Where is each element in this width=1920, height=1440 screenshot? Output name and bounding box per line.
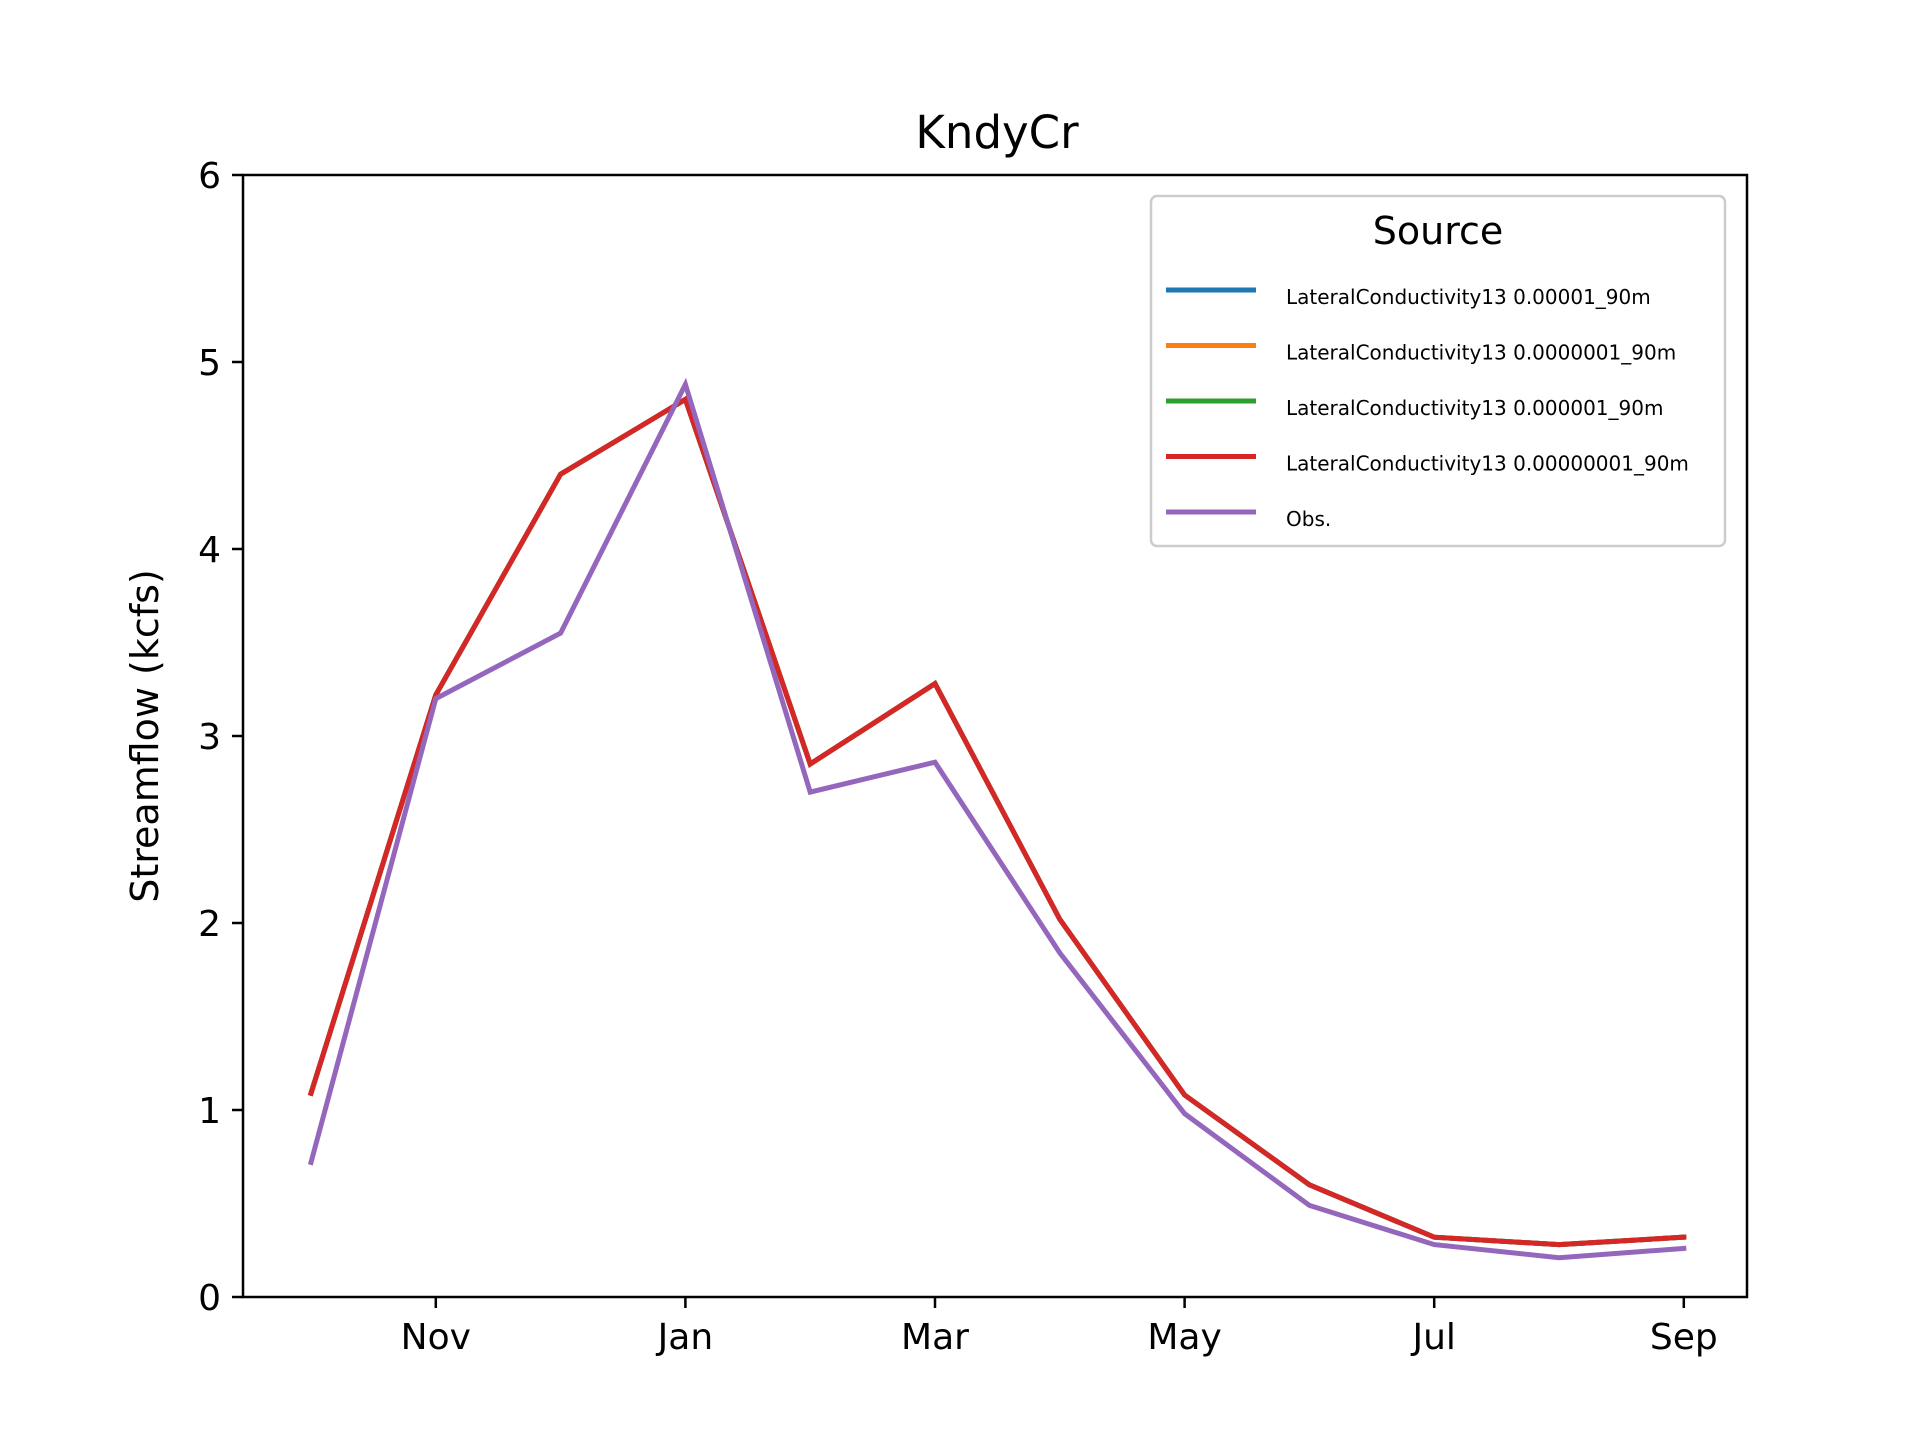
- y-tick-label: 4: [198, 530, 221, 571]
- y-axis: 0 1 2 3 4 5 6: [198, 156, 243, 1319]
- legend-label: LateralConductivity13 0.00000001_90m: [1286, 452, 1689, 476]
- y-tick-label: 6: [198, 156, 221, 197]
- x-tick-label: Mar: [901, 1317, 969, 1358]
- legend-item: LateralConductivity13 0.00001_90m: [1166, 285, 1651, 309]
- legend-item: LateralConductivity13 0.0000001_90m: [1166, 341, 1676, 365]
- legend-label: LateralConductivity13 0.00001_90m: [1286, 285, 1651, 309]
- legend: Source LateralConductivity13 0.00001_90m…: [1149, 194, 1727, 548]
- legend-item: LateralConductivity13 0.000001_90m: [1166, 396, 1663, 420]
- y-tick-label: 0: [198, 1278, 221, 1319]
- x-tick-label: Jul: [1410, 1317, 1455, 1358]
- legend-label: Obs.: [1286, 507, 1331, 531]
- legend-title: Source: [1373, 209, 1504, 253]
- y-tick-label: 3: [198, 717, 221, 758]
- y-axis-label: Streamflow (kcfs): [123, 569, 167, 903]
- x-tick-label: Sep: [1650, 1317, 1718, 1358]
- x-tick-label: Nov: [401, 1317, 471, 1358]
- legend-item: Obs.: [1166, 507, 1331, 531]
- series-line-5: [307, 377, 1687, 1261]
- legend-label: LateralConductivity13 0.0000001_90m: [1286, 341, 1676, 365]
- x-tick-label: Jan: [656, 1317, 714, 1358]
- chart-title: KndyCr: [915, 106, 1079, 159]
- legend-label: LateralConductivity13 0.000001_90m: [1286, 396, 1663, 420]
- series-line-4: [307, 395, 1687, 1248]
- plot-lines: [307, 377, 1687, 1261]
- x-axis: Nov Jan Mar May Jul Sep: [401, 1297, 1718, 1358]
- y-tick-label: 5: [198, 343, 221, 384]
- legend-items: LateralConductivity13 0.00001_90m Lateral…: [1166, 285, 1689, 531]
- legend-box: [1149, 194, 1727, 548]
- legend-item: LateralConductivity13 0.00000001_90m: [1166, 452, 1689, 476]
- x-tick-label: May: [1147, 1317, 1221, 1358]
- y-tick-label: 1: [198, 1091, 221, 1132]
- y-tick-label: 2: [198, 904, 221, 945]
